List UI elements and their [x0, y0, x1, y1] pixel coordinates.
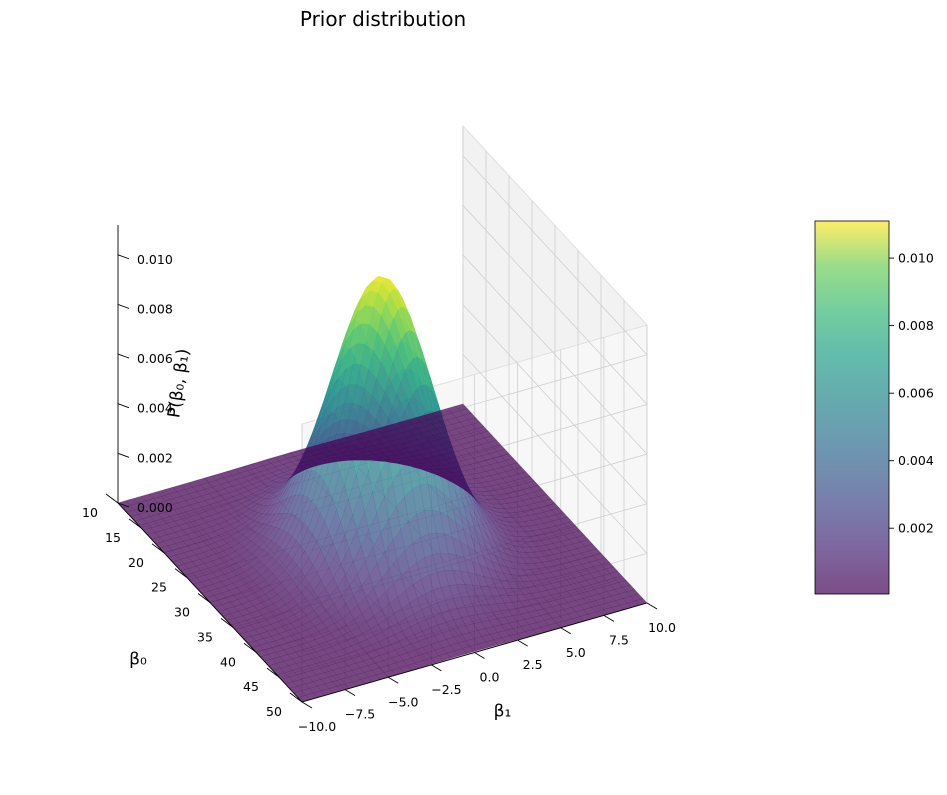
- y-tick: [603, 614, 615, 622]
- x-tick-label: 15: [105, 530, 121, 545]
- x-tick-label: 50: [266, 704, 282, 719]
- colorbar-tick-label: 0.008: [898, 318, 934, 333]
- z-tick-label: 0.008: [137, 301, 173, 316]
- x-tick: [151, 543, 165, 554]
- surface-patch: [484, 435, 497, 443]
- surface-patch: [555, 512, 568, 520]
- colorbar-gradient: [814, 220, 890, 595]
- x-tick: [243, 642, 257, 653]
- surface-patch: [609, 571, 623, 579]
- y-tick: [301, 701, 313, 709]
- y-tick: [431, 664, 442, 672]
- surface-patch: [592, 552, 606, 561]
- surface-patch: [576, 534, 589, 543]
- x-tick-label: 40: [220, 654, 236, 669]
- z-tick-label: 0.002: [137, 450, 173, 465]
- x-tick-label: 30: [174, 605, 190, 620]
- surface-patch: [454, 403, 468, 412]
- y-tick: [646, 602, 658, 610]
- surface: [117, 275, 648, 703]
- z-tick: [117, 502, 130, 508]
- y-tick: [517, 639, 528, 647]
- z-tick-label: 0.010: [137, 252, 173, 267]
- colorbar-tick-label: 0.004: [898, 453, 934, 468]
- y-tick-label: −7.5: [345, 707, 375, 722]
- wall-grid-z: [462, 254, 648, 455]
- surface-patch: [496, 448, 510, 457]
- y-tick-label: 7.5: [609, 632, 629, 647]
- y-tick: [344, 689, 356, 697]
- surface-patch: [571, 530, 585, 538]
- z-tick: [117, 452, 130, 458]
- surface-patch: [588, 548, 602, 556]
- surface-patch: [504, 457, 518, 466]
- chart-title: Prior distribution: [300, 7, 466, 31]
- y-tick-label: −2.5: [431, 682, 461, 697]
- y-tick-label: 0.0: [480, 670, 500, 685]
- z-tick: [117, 403, 130, 409]
- x-tick: [266, 667, 280, 678]
- y-tick: [388, 676, 399, 684]
- colorbar-tick-label: 0.006: [898, 386, 934, 401]
- surface-patch: [530, 485, 543, 493]
- wall-grid-z: [462, 354, 648, 554]
- x-axis-label: β₀: [129, 650, 147, 670]
- surface-patch: [471, 421, 485, 430]
- surface-patch: [542, 498, 556, 506]
- y-tick: [474, 652, 485, 659]
- x-tick: [289, 692, 303, 703]
- y-tick-label: −10.0: [298, 719, 336, 734]
- y-tick-label: 2.5: [523, 657, 543, 672]
- wall-grid-z: [462, 155, 648, 356]
- x-tick-label: 20: [128, 555, 144, 570]
- z-tick: [117, 254, 130, 260]
- surface-patch: [559, 516, 573, 524]
- z-tick-label: 0.006: [137, 351, 173, 366]
- colorbar: 0.002 0.004 0.006 0.008 0.010: [814, 220, 934, 595]
- surface-patch: [538, 494, 552, 502]
- surface-patch: [630, 593, 644, 601]
- y-tick-label: 10.0: [648, 620, 676, 635]
- x-tick: [128, 518, 142, 529]
- z-tick-label: 0.004: [137, 401, 173, 416]
- surface-patch: [622, 584, 635, 592]
- y-axis-label: β₁: [494, 702, 512, 722]
- z-tick-label: 0.000: [137, 500, 173, 515]
- y-tick-label: −5.0: [388, 694, 418, 709]
- x-tick: [220, 618, 234, 628]
- surface-patch: [458, 408, 472, 416]
- surface-patch: [613, 575, 627, 583]
- wall-grid-z: [462, 304, 648, 504]
- surface-patch: [563, 521, 577, 529]
- wall-grid-z: [462, 205, 648, 405]
- surface-patch: [513, 467, 527, 475]
- surface-patch: [605, 566, 619, 574]
- surface-patch: [584, 543, 598, 552]
- surface-patch: [517, 471, 531, 479]
- y-tick-label: 5.0: [566, 645, 586, 660]
- x-tick-label: 25: [151, 580, 167, 595]
- colorbar-tick-label: 0.002: [898, 521, 934, 536]
- x-tick: [174, 568, 188, 578]
- x-tick-label: 45: [243, 679, 259, 694]
- x-tick-label: 10: [82, 505, 98, 520]
- surface-patch: [525, 480, 539, 488]
- surface-patch: [467, 417, 481, 425]
- colorbar-tick-label: 0.010: [898, 251, 934, 266]
- surface-patch: [617, 580, 631, 588]
- axes: 10 15 20 25 30 35 40 45 50 −10.0 −7.5 −5.0 −2.5 0.0 2.…: [82, 225, 676, 734]
- x-tick-label: 35: [197, 629, 213, 644]
- x-tick: [105, 493, 119, 504]
- z-tick: [117, 304, 130, 309]
- z-tick: [117, 353, 130, 359]
- y-tick: [560, 627, 571, 635]
- surface-patch: [492, 444, 506, 452]
- surface-patch: [488, 439, 501, 448]
- surface-patch: [546, 503, 560, 511]
- x-tick: [197, 593, 211, 603]
